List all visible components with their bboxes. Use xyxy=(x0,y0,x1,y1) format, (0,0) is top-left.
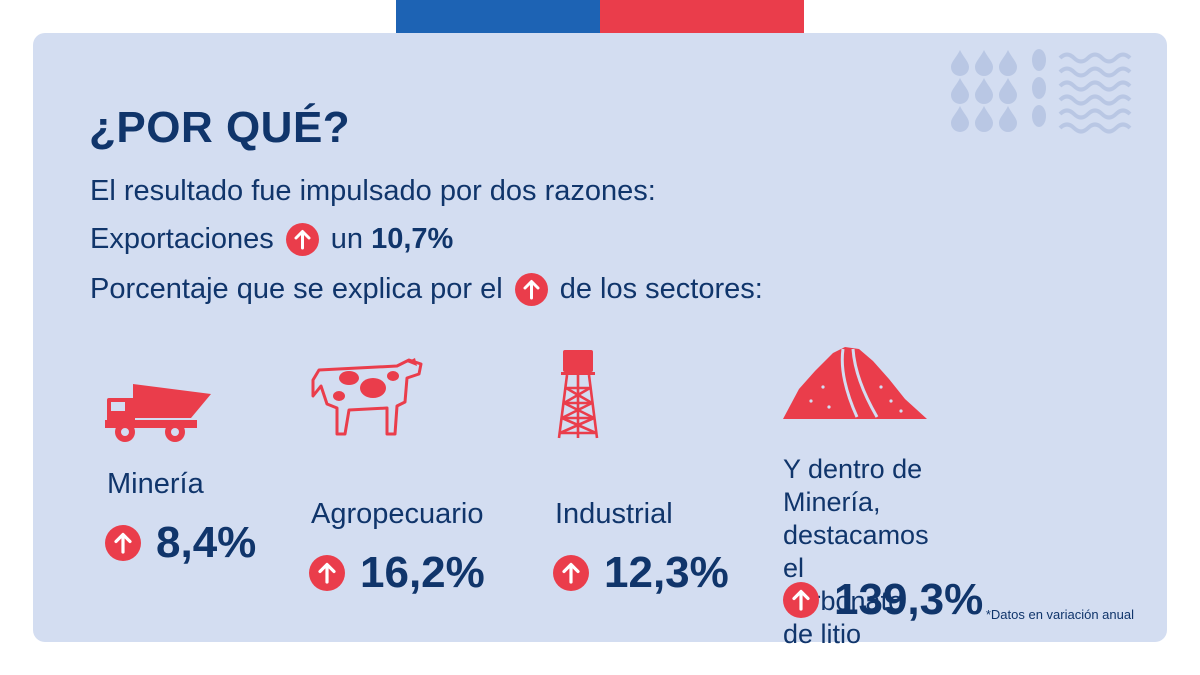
sectors-suffix: de los sectores: xyxy=(559,273,763,305)
arrow-up-icon xyxy=(285,223,319,256)
sectors-line: Porcentaje que se explica por el de los … xyxy=(90,273,763,306)
sector-name: Minería xyxy=(107,468,204,500)
arrow-up-icon xyxy=(309,555,345,591)
flag-red-stripe xyxy=(600,0,804,33)
cow-icon xyxy=(311,358,423,436)
litio-value-text: 139,3% xyxy=(834,575,984,624)
sectors-prefix: Porcentaje que se explica por el xyxy=(90,273,503,305)
arrow-up-icon xyxy=(514,273,548,306)
footnote: *Datos en variación anual xyxy=(985,607,1134,622)
page-title: ¿POR QUÉ? xyxy=(89,103,351,152)
intro-text: El resultado fue impulsado por dos razon… xyxy=(90,175,656,207)
salt-mountain-icon xyxy=(783,347,927,419)
litio-value: 139,3% xyxy=(783,575,983,625)
info-card: ¿POR QUÉ? El resultado fue impulsado por… xyxy=(33,33,1167,649)
arrow-up-icon xyxy=(783,582,819,618)
litio-line-1: Y dentro de Minería, xyxy=(783,454,923,517)
sector-value-text: 8,4% xyxy=(156,518,257,567)
water-tower-icon xyxy=(557,350,599,439)
exports-line: Exportaciones un 10,7% xyxy=(90,223,453,256)
arrow-up-icon xyxy=(553,555,589,591)
sector-value: 8,4% xyxy=(105,518,256,568)
sector-value-text: 16,2% xyxy=(360,548,485,597)
sector-name: Industrial xyxy=(555,498,673,530)
sector-name: Agropecuario xyxy=(311,498,484,530)
sector-value: 16,2% xyxy=(309,548,485,598)
sector-value: 12,3% xyxy=(553,548,729,598)
exports-label: Exportaciones xyxy=(90,223,274,255)
decorative-pattern-icon xyxy=(951,49,1132,134)
exports-value: 10,7% xyxy=(371,223,454,255)
litio-description: Y dentro de Minería, destacamos el carbo… xyxy=(783,453,929,651)
litio-line-3: de litio xyxy=(783,619,862,649)
exports-middle: un xyxy=(330,223,364,255)
sector-value-text: 12,3% xyxy=(604,548,729,597)
mining-truck-icon xyxy=(105,384,211,442)
flag-blue-stripe xyxy=(396,0,600,33)
intro-line: El resultado fue impulsado por dos razon… xyxy=(90,175,656,208)
litio-line-2: destacamos el carbonato xyxy=(783,520,929,616)
arrow-up-icon xyxy=(105,525,141,561)
